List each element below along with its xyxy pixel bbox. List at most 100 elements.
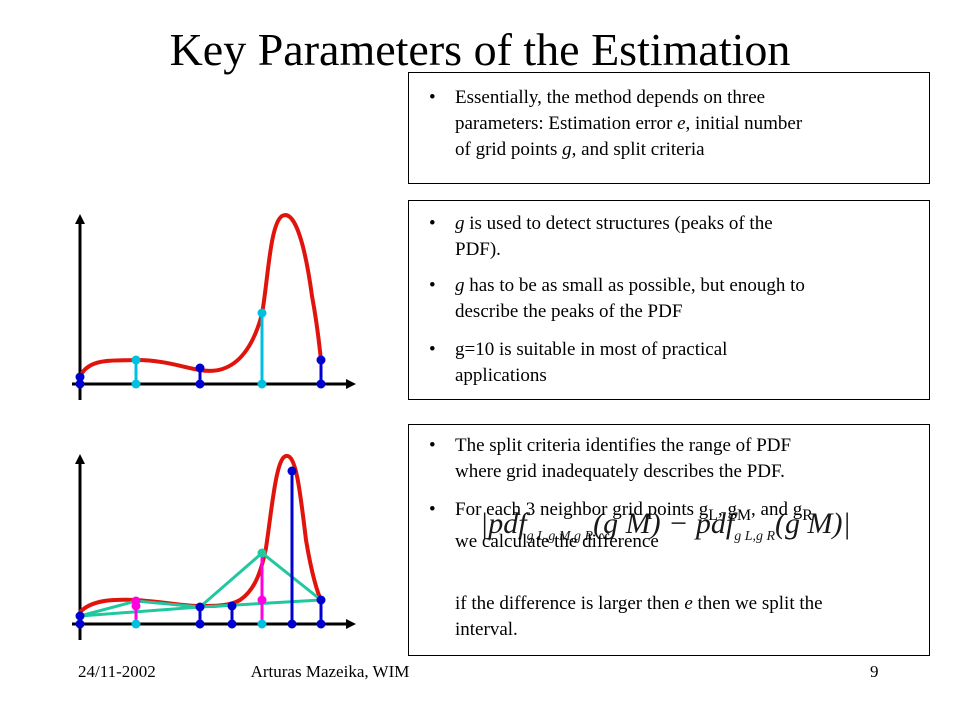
pdf-plots bbox=[72, 213, 356, 640]
grid-point bbox=[257, 619, 267, 629]
split-criteria-box: • The split criteria identifies the rang… bbox=[408, 424, 930, 656]
sub-R: R bbox=[802, 506, 813, 524]
grid-b1-line1: is used to detect structures (peaks of t… bbox=[464, 213, 773, 234]
grid-point bbox=[195, 602, 205, 612]
grid-bullet-1-text: g is used to detect structures (peaks of… bbox=[455, 211, 921, 263]
grid-points bbox=[75, 308, 326, 389]
formula-close-1: ) bbox=[650, 507, 661, 540]
pdf-curve bbox=[78, 454, 323, 614]
grid-b1-line2: PDF). bbox=[455, 239, 501, 260]
formula-sub-1: g L,g M,g R bbox=[526, 529, 594, 544]
var-g: g bbox=[455, 213, 465, 234]
var-g: g bbox=[562, 139, 572, 160]
sub-L: L bbox=[708, 506, 718, 524]
formula-bar-left: | bbox=[480, 507, 489, 540]
grid-point bbox=[287, 619, 297, 629]
grid-point bbox=[227, 619, 237, 629]
split-grid-plot bbox=[72, 454, 356, 640]
formula-arg-2: g M bbox=[785, 507, 833, 540]
initial-grid-plot bbox=[72, 213, 356, 400]
split-bullet-1-text: The split criteria identifies the range … bbox=[455, 433, 921, 485]
split-cond-a: if the difference is larger then bbox=[455, 593, 685, 614]
formula-open-2: ( bbox=[775, 507, 786, 540]
split-b2-text-a: For each 3 neighbor grid points g bbox=[455, 499, 709, 520]
grid-point bbox=[75, 372, 85, 382]
formula-arg-1: g M bbox=[603, 507, 651, 540]
grid-b2-line1: has to be as small as possible, but enou… bbox=[464, 275, 805, 296]
parameters-line3: of grid points bbox=[455, 139, 563, 160]
split-bullet-1: • The split criteria identifies the rang… bbox=[429, 433, 921, 485]
grid-point bbox=[195, 363, 205, 373]
slide-title: Key Parameters of the Estimation bbox=[169, 24, 791, 75]
var-e: e bbox=[677, 113, 686, 134]
grid-point bbox=[131, 601, 141, 611]
grid-bullet-2: • g has to be as small as possible, but … bbox=[429, 273, 921, 325]
parameters-line3-end: , and split criteria bbox=[571, 139, 705, 160]
split-b2-sep2: , and g bbox=[751, 499, 803, 520]
split-bullet-2-text: For each 3 neighbor grid points gL, gM, … bbox=[455, 497, 921, 555]
footer-date: 24/11-2002 bbox=[78, 662, 156, 681]
parameters-text: Essentially, the method depends on three… bbox=[455, 85, 921, 163]
split-b2-line2: we calculate the difference bbox=[455, 530, 659, 552]
grid-points-box: • g is used to detect structures (peaks … bbox=[408, 200, 930, 400]
grid-point bbox=[316, 379, 326, 389]
var-e: e bbox=[684, 593, 693, 614]
difference-formula: |pdfg L,g M,g R(g M) − pdfg L,g R(g M)| bbox=[480, 506, 851, 555]
split-b2-sep1: , g bbox=[717, 499, 737, 520]
grid-point bbox=[316, 595, 326, 605]
grid-point bbox=[195, 379, 205, 389]
grid-b3-line2: applications bbox=[455, 365, 547, 386]
parameters-box: • Essentially, the method depends on thr… bbox=[408, 72, 930, 184]
grid-point bbox=[287, 466, 297, 476]
bullet-dot: • bbox=[429, 435, 436, 456]
grid-point bbox=[75, 619, 85, 629]
split-b1-line1: The split criteria identifies the range … bbox=[455, 435, 792, 456]
grid-bullet-1: • g is used to detect structures (peaks … bbox=[429, 211, 921, 263]
formula-close-2: ) bbox=[832, 507, 843, 540]
grid-point bbox=[257, 548, 267, 558]
grid-b2-line2: describe the peaks of the PDF bbox=[455, 301, 683, 322]
grid-point bbox=[131, 619, 141, 629]
formula-pdf-2: pdf bbox=[695, 507, 735, 540]
interp-chord bbox=[79, 605, 201, 618]
split-b1-line2: where grid inadequately describes the PD… bbox=[455, 461, 785, 482]
grid-points bbox=[75, 466, 326, 629]
bullet-dot: • bbox=[429, 339, 436, 360]
formula-open-1: ( bbox=[593, 507, 604, 540]
grid-point bbox=[75, 379, 85, 389]
pdf-curve bbox=[78, 213, 323, 378]
bullet-dot: • bbox=[429, 499, 436, 520]
parameters-bullet: • Essentially, the method depends on thr… bbox=[429, 85, 921, 163]
formula-sub-2: g L,g R bbox=[734, 529, 776, 544]
split-bullet-2: • For each 3 neighbor grid points gL, gM… bbox=[429, 497, 921, 555]
grid-point bbox=[257, 595, 267, 605]
formula-pdf-1: pdf bbox=[488, 507, 527, 540]
sub-M: M bbox=[736, 506, 752, 524]
bullet-dot: • bbox=[429, 275, 436, 296]
grid-point bbox=[257, 308, 267, 318]
grid-point bbox=[227, 601, 237, 611]
grid-point bbox=[316, 619, 326, 629]
split-cond-b: then we split the bbox=[692, 593, 823, 614]
bullet-dot: • bbox=[429, 213, 436, 234]
split-cond-line2: interval. bbox=[455, 619, 518, 640]
grid-bullet-3: • g=10 is suitable in most of practical … bbox=[429, 337, 921, 389]
footer-author: Arturas Mazeika, WIM bbox=[250, 662, 410, 681]
grid-stems bbox=[134, 313, 323, 384]
split-condition-text: if the difference is larger then e then … bbox=[455, 591, 921, 643]
var-g: g bbox=[455, 275, 465, 296]
formula-minus: − bbox=[660, 507, 696, 540]
grid-point bbox=[316, 355, 326, 365]
page-number: 9 bbox=[870, 662, 879, 681]
parameters-line2: parameters: Estimation error bbox=[455, 113, 678, 134]
parameters-line1: Essentially, the method depends on three bbox=[455, 87, 766, 108]
bullet-dot: • bbox=[429, 87, 436, 108]
formula-bar-right: | bbox=[842, 507, 851, 540]
grid-bullet-2-text: g has to be as small as possible, but en… bbox=[455, 273, 921, 325]
grid-point bbox=[131, 379, 141, 389]
grid-bullet-3-text: g=10 is suitable in most of practical ap… bbox=[455, 337, 921, 389]
grid-point bbox=[131, 355, 141, 365]
parameters-line2-end: , initial number bbox=[685, 113, 803, 134]
grid-point bbox=[195, 619, 205, 629]
grid-point bbox=[257, 379, 267, 389]
